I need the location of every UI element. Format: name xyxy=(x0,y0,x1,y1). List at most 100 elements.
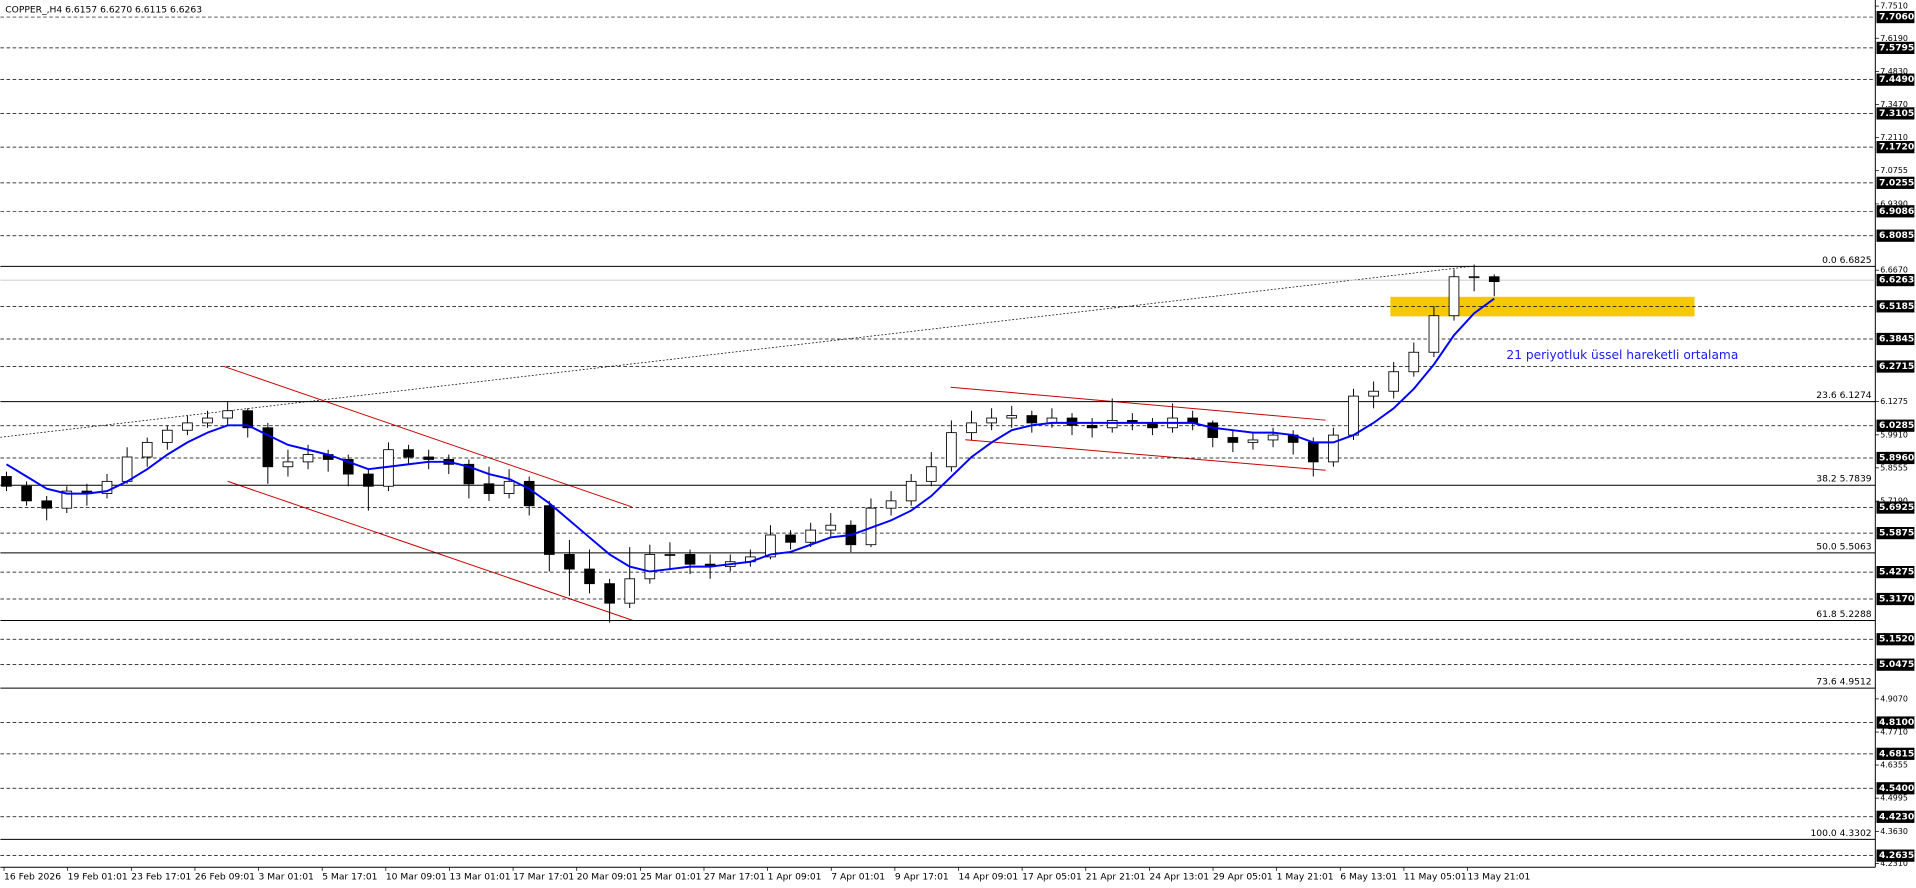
level-label: 6.8085 xyxy=(1879,230,1914,241)
candle-body xyxy=(1247,439,1259,443)
candle-body xyxy=(1448,276,1460,317)
candle-body xyxy=(684,554,696,565)
level-label: 7.1720 xyxy=(1879,142,1914,153)
x-tick-label: 20 Mar 09:01 xyxy=(577,872,638,883)
level-label-box xyxy=(1876,716,1915,729)
candle-body xyxy=(302,454,314,463)
level-label: 7.7060 xyxy=(1879,12,1914,23)
fib-label: 23.6 6.1274 xyxy=(1816,390,1872,401)
candle-body xyxy=(1006,415,1018,419)
level-label-box xyxy=(1876,782,1915,795)
level-label-box xyxy=(1876,527,1915,540)
level-label: 4.4230 xyxy=(1879,811,1914,822)
level-label: 7.0255 xyxy=(1879,177,1914,188)
y-tick-label: 4.4995 xyxy=(1880,794,1908,803)
candle-body xyxy=(1328,434,1339,463)
candle-body xyxy=(1348,395,1359,436)
level-label-box xyxy=(1876,10,1915,24)
channel-line xyxy=(227,480,634,621)
channel-line xyxy=(950,386,1326,421)
fib-label: 100.0 4.3302 xyxy=(1810,828,1871,839)
candle-body xyxy=(1488,276,1500,283)
candle-body xyxy=(162,429,173,443)
level-label-box xyxy=(1876,332,1915,346)
candle-body xyxy=(523,480,535,507)
x-tick-label: 9 Apr 17:01 xyxy=(895,872,949,883)
level-label: 5.4275 xyxy=(1879,567,1914,578)
current-price-label: 6.6263 xyxy=(1879,275,1914,286)
candle-body xyxy=(644,554,656,580)
candle-body xyxy=(624,578,636,604)
y-tick-label: 4.9070 xyxy=(1880,694,1908,703)
candle-body xyxy=(101,480,113,494)
annotation: 21 periyotluk üssel hareketli ortalama xyxy=(1506,348,1738,362)
level-label: 5.1520 xyxy=(1879,634,1914,645)
candle-body xyxy=(785,534,796,543)
x-tick-label: 11 May 05:01 xyxy=(1404,872,1467,883)
x-tick-label: 17 Mar 17:01 xyxy=(513,872,574,883)
level-label: 6.9086 xyxy=(1879,206,1914,217)
y-tick-label: 7.6190 xyxy=(1880,34,1908,43)
x-tick-label: 13 Mar 01:01 xyxy=(449,872,510,883)
x-tick-label: 5 Mar 17:01 xyxy=(322,872,377,883)
x-tick-label: 23 Feb 17:01 xyxy=(131,872,191,883)
candle-body xyxy=(342,459,354,475)
candle-body xyxy=(1,476,12,487)
candle-body xyxy=(503,480,515,494)
level-label: 7.3105 xyxy=(1879,108,1914,119)
candle-body xyxy=(1106,420,1118,429)
y-tick-label: 5.7190 xyxy=(1880,497,1908,506)
candle-body xyxy=(41,500,53,509)
candle-body xyxy=(584,568,595,585)
y-tick-label: 6.1275 xyxy=(1880,397,1908,406)
candle-body xyxy=(805,529,816,543)
level-label: 6.5185 xyxy=(1879,301,1914,312)
chart-title: COPPER_,H4 6.6157 6.6270 6.6115 6.6263 xyxy=(5,4,202,15)
level-label-box xyxy=(1876,205,1915,218)
ema-line xyxy=(5,297,1495,573)
candle-body xyxy=(61,490,73,509)
candle-body xyxy=(282,461,294,468)
candle-body xyxy=(222,410,233,419)
x-tick-label: 7 Apr 01:01 xyxy=(831,872,885,883)
x-tick-label: 3 Mar 01:01 xyxy=(259,872,314,883)
x-tick-label: 6 May 13:01 xyxy=(1340,872,1397,883)
y-tick-label: 6.9390 xyxy=(1880,199,1908,208)
candle-body xyxy=(1066,417,1078,426)
level-label: 6.3845 xyxy=(1879,333,1914,344)
level-label-box xyxy=(1876,633,1915,646)
level-label: 5.0475 xyxy=(1879,659,1914,670)
y-tick-label: 7.2110 xyxy=(1880,133,1908,142)
candle-body xyxy=(925,466,937,482)
y-tick-label: 4.3630 xyxy=(1880,827,1908,836)
level-label-box xyxy=(1876,41,1915,54)
channel-line xyxy=(223,365,633,508)
candle-body xyxy=(564,554,575,570)
candle-body xyxy=(242,410,254,429)
candle-body xyxy=(1267,434,1279,441)
candle-body xyxy=(604,583,615,604)
level-label-box xyxy=(1876,73,1915,86)
x-tick-label: 21 Apr 21:01 xyxy=(1086,872,1146,883)
level-label-box xyxy=(1876,360,1915,373)
level-label-box xyxy=(1876,141,1915,154)
level-label-box xyxy=(1876,451,1915,465)
x-tick-label: 13 May 21:01 xyxy=(1468,872,1531,883)
level-label-box xyxy=(1876,658,1915,671)
candle-body xyxy=(1227,437,1239,443)
level-label: 7.5795 xyxy=(1879,42,1914,53)
candle-body xyxy=(1468,276,1480,279)
candle-body xyxy=(121,456,133,482)
x-tick-label: 27 Mar 17:01 xyxy=(704,872,765,883)
candle-body xyxy=(966,422,977,434)
candle-body xyxy=(21,485,32,502)
level-label-box xyxy=(1876,810,1915,823)
candle-body xyxy=(262,427,274,468)
level-label: 5.3170 xyxy=(1879,594,1914,605)
candle-body xyxy=(1368,390,1379,397)
candle-body xyxy=(1388,371,1400,392)
level-label-box xyxy=(1876,229,1915,242)
